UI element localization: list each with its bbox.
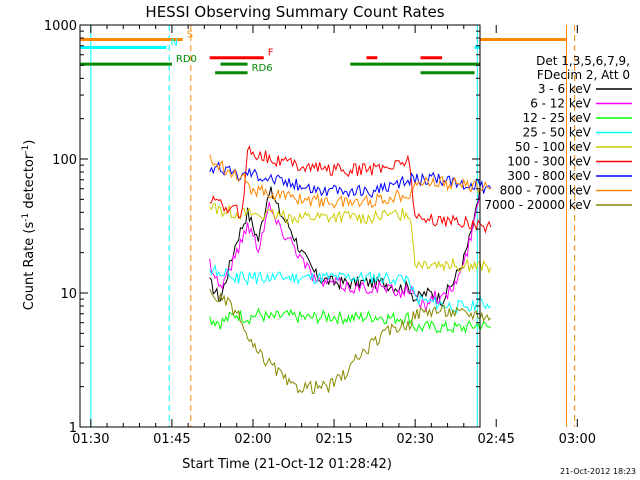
legend-label-2: 12 - 25 keV	[523, 111, 592, 125]
status-flags: SN F RD0 RD6	[80, 29, 567, 75]
y-axis-label-prefix: Count Rate (s	[22, 222, 37, 311]
x-tick-label-4: 02:30	[396, 432, 433, 447]
y-tick-label-2: 100	[52, 153, 77, 168]
y-tick-label-3: 1000	[44, 19, 77, 34]
timestamp: 21-Oct-2012 18:23	[560, 467, 636, 476]
x-tick-label-6: 03:00	[559, 432, 596, 447]
series-line-2	[209, 307, 492, 335]
flag-label-0: S	[187, 29, 193, 40]
axes: 01:30 01:45 02:00 02:15 02:30 02:45 03:00 1 10 10…	[44, 19, 596, 447]
vertical-markers	[90, 25, 576, 427]
y-tick-label-0: 1	[69, 421, 77, 436]
chart-title: HESSI Observing Summary Count Rates	[145, 3, 444, 21]
y-axis-label-middle: detector	[22, 153, 37, 213]
y-axis-label-sup2: -1	[21, 145, 31, 154]
flag-label-1: N	[170, 37, 177, 48]
x-tick-label-1: 01:45	[153, 432, 190, 447]
series-lines	[209, 145, 492, 394]
plot-frame	[79, 24, 481, 428]
y-axis-label: Count Rate (s-1 detector-1)	[21, 140, 37, 311]
legend-label-3: 25 - 50 keV	[523, 126, 592, 140]
flag-label-3: RD0	[176, 54, 197, 65]
x-tick-label-3: 02:15	[315, 432, 352, 447]
series-line-8	[209, 288, 492, 394]
legend: Det 1,3,5,6,7,9,FDecim 2, Att 03 - 6 keV…	[484, 54, 632, 212]
flag-label-4: RD6	[252, 63, 273, 74]
legend-label-6: 300 - 800 keV	[507, 169, 591, 183]
legend-label-0: 3 - 6 keV	[538, 82, 592, 96]
x-tick-label-0: 01:30	[72, 432, 109, 447]
flag-label-2: F	[268, 48, 274, 59]
x-tick-label-5: 02:45	[477, 432, 514, 447]
x-tick-label-2: 02:00	[234, 432, 271, 447]
legend-label-7: 800 - 7000 keV	[500, 184, 592, 198]
legend-header-0: Det 1,3,5,6,7,9,	[536, 54, 630, 68]
legend-header-1: FDecim 2, Att 0	[537, 68, 630, 82]
series-line-6	[209, 160, 492, 199]
y-tick-label-1: 10	[60, 287, 77, 302]
x-axis-label: Start Time (21-Oct-12 01:28:42)	[182, 457, 392, 472]
series-line-4	[209, 202, 492, 274]
series-line-7	[209, 154, 491, 209]
y-axis-label-suffix: )	[22, 140, 37, 145]
legend-label-1: 6 - 12 keV	[530, 97, 592, 111]
legend-label-5: 100 - 300 keV	[507, 155, 591, 169]
legend-label-8: 7000 - 20000 keV	[484, 198, 591, 212]
series-line-1	[209, 193, 481, 312]
series-line-5	[209, 145, 492, 234]
y-axis-label-sup1: -1	[21, 213, 31, 222]
legend-label-4: 50 - 100 keV	[515, 140, 592, 154]
